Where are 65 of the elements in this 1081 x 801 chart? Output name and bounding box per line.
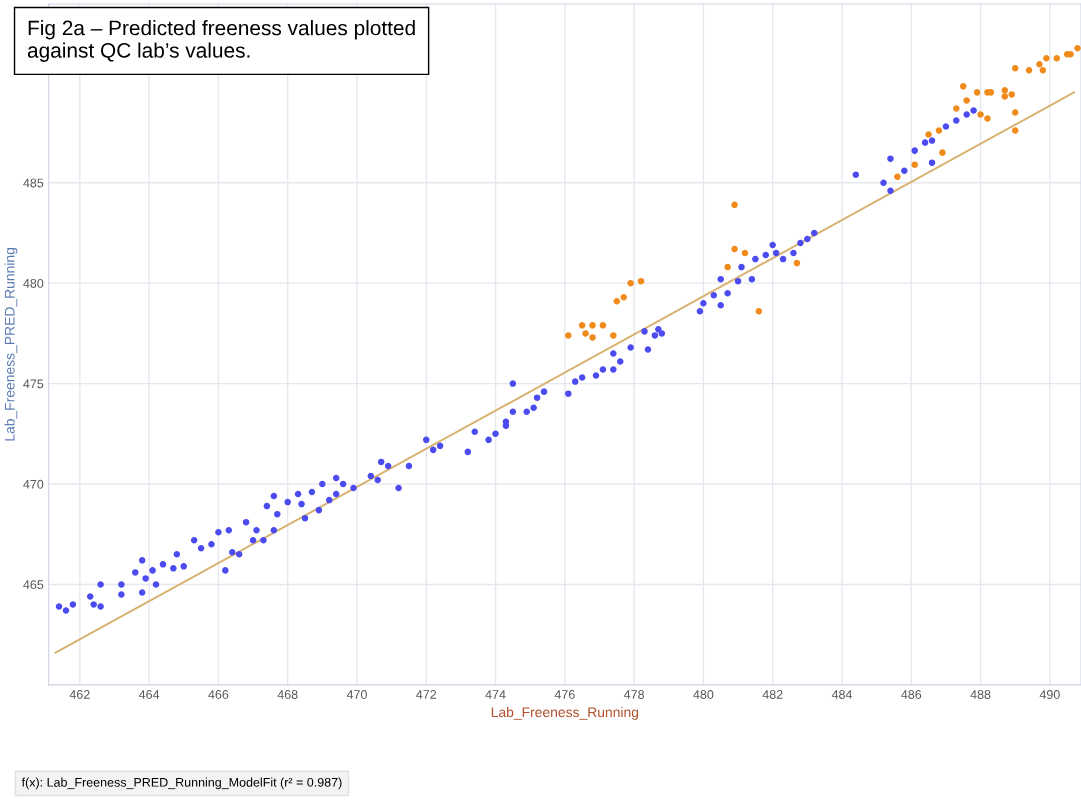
point <box>582 330 589 337</box>
point <box>610 332 617 339</box>
x-tick-label: 472 <box>416 690 437 699</box>
point <box>724 263 731 271</box>
point <box>1011 109 1019 116</box>
x-tick-label: 478 <box>623 690 644 699</box>
point <box>731 245 738 253</box>
point <box>1001 87 1009 94</box>
x-tick-label: 464 <box>138 690 160 699</box>
point <box>925 131 932 138</box>
point <box>589 322 596 329</box>
point <box>935 127 943 134</box>
point <box>1001 93 1009 100</box>
point <box>963 97 970 104</box>
point <box>793 259 801 267</box>
x-axis-title: Lab_Freeness_Running <box>491 706 639 720</box>
point <box>1011 65 1019 72</box>
point <box>637 277 645 285</box>
point <box>1008 91 1015 98</box>
point <box>755 308 763 315</box>
point <box>1074 44 1081 52</box>
point <box>1025 67 1033 74</box>
y-axis-title: Lab_Freeness_PRED_Running <box>4 248 18 441</box>
point <box>1039 67 1047 74</box>
annotation: Fig 2a – Predicted freeness values plotted against QC lab’s values. <box>27 20 415 62</box>
point <box>589 334 596 341</box>
point <box>1067 50 1074 58</box>
x-tick-label: 482 <box>762 690 783 699</box>
x-tick-label: 488 <box>970 690 991 699</box>
point <box>1011 127 1019 134</box>
x-tick-label: 468 <box>277 690 298 699</box>
point <box>741 249 749 257</box>
point <box>1043 54 1050 62</box>
x-tick-label: 486 <box>901 690 922 699</box>
point <box>620 293 627 301</box>
y-tick-label: 480 <box>23 278 44 288</box>
x-tick-label: 484 <box>831 690 853 699</box>
x-tick-label: 476 <box>554 690 575 699</box>
point <box>1036 61 1043 68</box>
point <box>894 173 901 180</box>
x-tick-label: 470 <box>346 690 367 699</box>
point <box>953 105 960 112</box>
x-tick-label: 466 <box>208 690 229 699</box>
y-tick-label: 470 <box>23 479 44 489</box>
x-tick-label: 490 <box>1039 690 1060 699</box>
point <box>599 322 607 329</box>
point <box>911 161 918 168</box>
point <box>984 115 991 122</box>
point <box>977 111 984 118</box>
point <box>613 297 621 305</box>
y-tick-label: 465 <box>23 580 44 590</box>
point <box>731 201 738 209</box>
point <box>973 89 981 96</box>
point <box>959 83 967 90</box>
y-tick-label: 475 <box>23 379 44 389</box>
y-tick-label: 485 <box>23 178 44 188</box>
point <box>627 279 634 287</box>
point <box>939 149 946 156</box>
x-tick-label: 474 <box>485 690 506 699</box>
point <box>578 322 586 329</box>
x-tick-label: 462 <box>69 690 90 699</box>
point <box>565 332 572 339</box>
point <box>1053 54 1061 62</box>
x-tick-label: 480 <box>693 690 714 699</box>
text: f(x): Lab_Freeness_PRED_Running_ModelFit (r² = 0.987) <box>21 777 342 790</box>
